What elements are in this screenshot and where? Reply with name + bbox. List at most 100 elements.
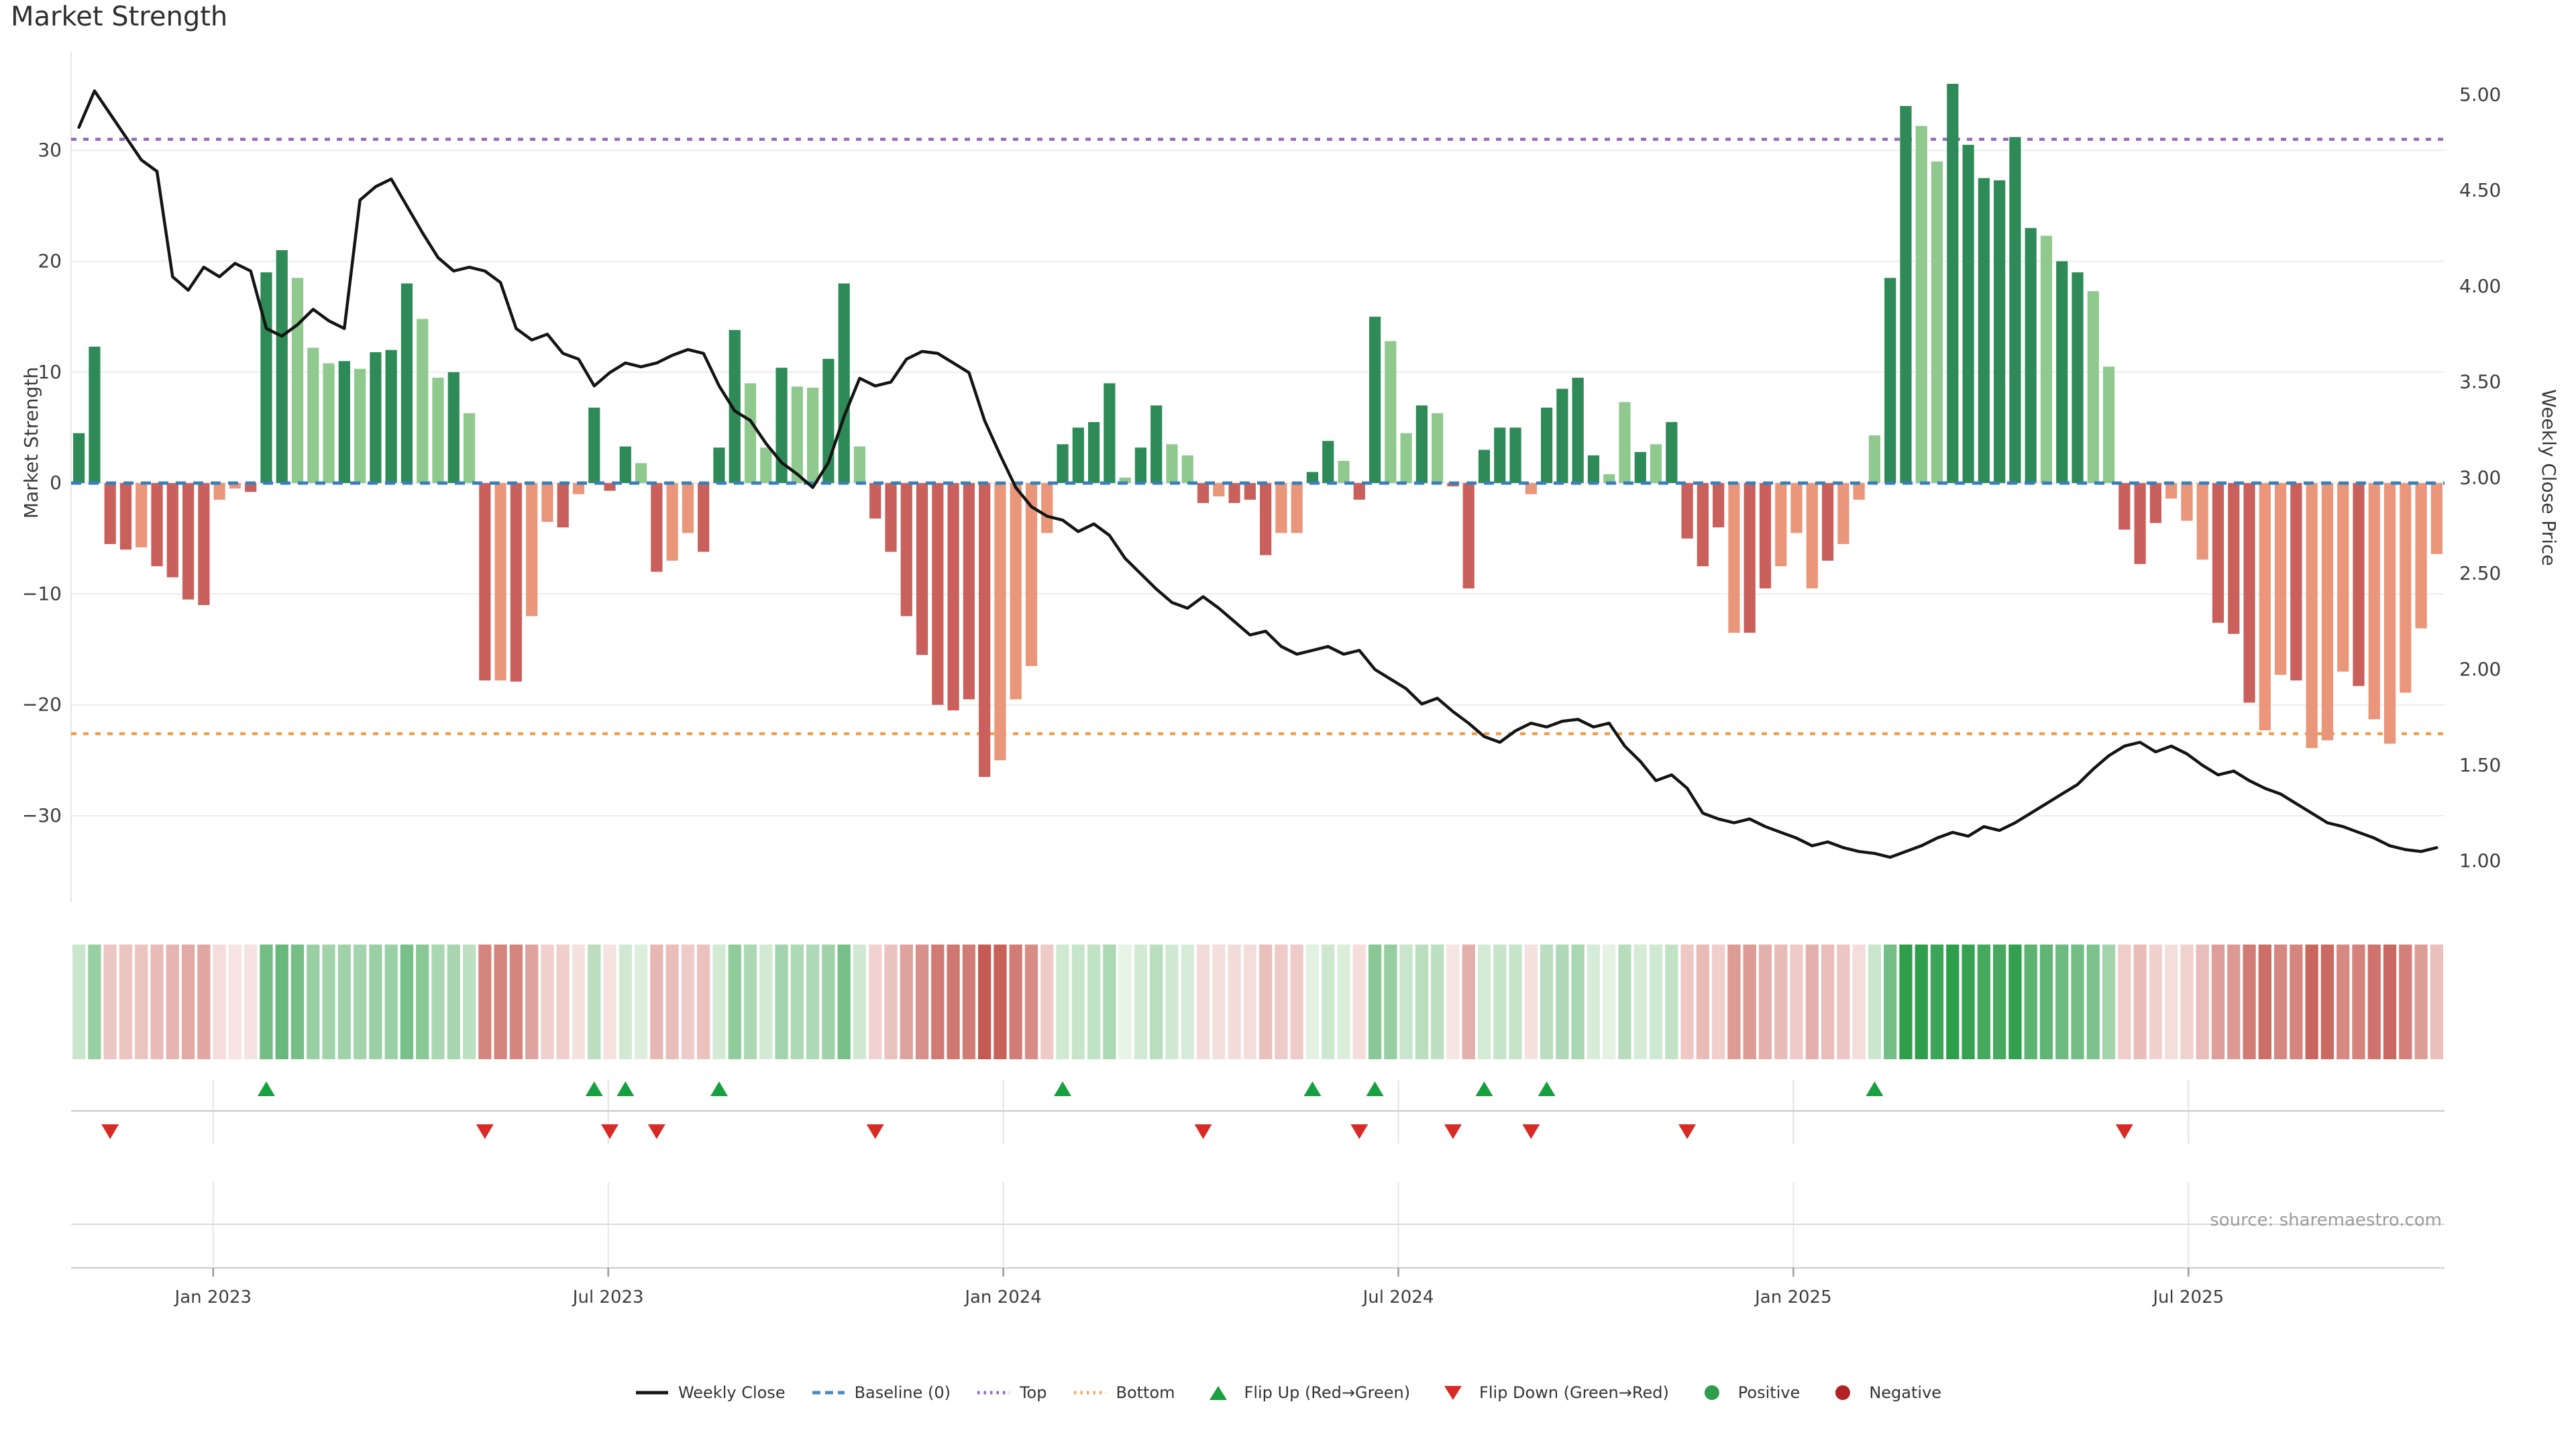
heatmap-cell (150, 945, 164, 1059)
strength-bar (2259, 483, 2271, 731)
strength-bar (2102, 366, 2115, 484)
strength-bar (1978, 178, 1990, 484)
strength-bar (1228, 483, 1240, 503)
strength-bar (2337, 483, 2349, 672)
heatmap-cell (2399, 945, 2412, 1059)
heatmap-cell (1087, 945, 1101, 1059)
heatmap-cell (853, 945, 867, 1059)
strength-bar (760, 447, 772, 484)
strength-bar (2025, 227, 2037, 484)
strength-bar (151, 483, 163, 567)
heatmap-cell (2180, 945, 2194, 1059)
strength-bar (2243, 483, 2255, 703)
strength-bar (370, 352, 382, 484)
legend-label: Positive (1737, 1383, 1801, 1402)
strength-bar (1743, 483, 1756, 633)
strength-bar (260, 272, 272, 484)
heatmap-cell (2414, 945, 2428, 1059)
x-tick-label: Jan 2024 (963, 1287, 1042, 1307)
strength-bar (2196, 483, 2208, 560)
strength-bar (947, 483, 959, 710)
strength-bar (2149, 483, 2162, 523)
heatmap-cell (322, 945, 335, 1059)
strength-bar (1650, 444, 1662, 484)
strength-bar (885, 483, 897, 552)
left-tick-label: −20 (22, 694, 62, 716)
heatmap-cell (822, 945, 835, 1059)
heatmap-cell (213, 945, 226, 1059)
right-tick-label: 5.00 (2459, 83, 2501, 105)
heatmap-cell (1305, 945, 1320, 1059)
heatmap-cell (2430, 945, 2443, 1059)
strength-bar (1666, 422, 1678, 484)
strength-bar (1775, 483, 1787, 567)
flip-down-marker (1444, 1124, 1462, 1139)
strength-bar (2009, 137, 2021, 484)
heatmap-cell (962, 945, 976, 1059)
heatmap-cell (1774, 945, 1788, 1059)
strength-bar (2165, 483, 2178, 499)
heatmap-cell (1868, 945, 1882, 1059)
flip-down-marker (647, 1124, 665, 1139)
source-attribution: source: sharemaestro.com (2210, 1210, 2442, 1230)
strength-bar (1338, 461, 1350, 484)
strength-bar (463, 413, 476, 484)
heatmap-cell (1930, 945, 1944, 1059)
heatmap-cell (2149, 945, 2163, 1059)
legend-flip-down-green-red-icon (1444, 1386, 1462, 1400)
heatmap-cell (1181, 945, 1194, 1059)
heatmap-cell (2258, 945, 2271, 1059)
heatmap-cell (2337, 945, 2350, 1059)
heatmap-cell (603, 945, 616, 1059)
heatmap-cell (1633, 945, 1647, 1059)
heatmap-cell (1352, 945, 1366, 1059)
strength-bar (1166, 444, 1178, 484)
heatmap-cell (1462, 945, 1475, 1059)
right-tick-label: 2.00 (2459, 658, 2501, 680)
strength-bar (916, 483, 928, 655)
legend-label: Negative (1869, 1383, 1942, 1402)
strength-bar (2306, 483, 2318, 749)
heatmap-cell (1477, 945, 1491, 1059)
strength-bar (651, 483, 663, 572)
heatmap-cell (103, 945, 117, 1059)
heatmap-cell (915, 945, 929, 1059)
strength-bar (1806, 483, 1818, 589)
flip-up-marker (710, 1081, 728, 1096)
heatmap-cell (337, 945, 351, 1059)
strength-bar (994, 483, 1006, 761)
strength-bar (2321, 483, 2334, 741)
heatmap-cell (634, 945, 648, 1059)
heatmap-cell (2367, 945, 2381, 1059)
heatmap-cell (2211, 945, 2225, 1059)
heatmap-cell (1837, 945, 1850, 1059)
legend-label: Top (1019, 1383, 1047, 1402)
strength-bar (182, 483, 195, 600)
heatmap-cell (1212, 945, 1226, 1059)
strength-bar (2415, 483, 2427, 629)
heatmap-cell (166, 945, 179, 1059)
heatmap-cell (728, 945, 741, 1059)
heatmap-cell (1415, 945, 1429, 1059)
strength-bar (166, 483, 178, 578)
legend-label: Bottom (1116, 1383, 1175, 1402)
heatmap-cell (588, 945, 601, 1059)
strength-bar (1181, 455, 1193, 484)
heatmap-cell (978, 945, 991, 1059)
heatmap-cell (2165, 945, 2178, 1059)
flip-up-marker (1475, 1081, 1493, 1096)
heatmap-cell (1290, 945, 1303, 1059)
strength-bar (1010, 483, 1022, 700)
strength-bar (1494, 427, 1506, 484)
strength-bar (2430, 483, 2443, 554)
heatmap-cell (400, 945, 414, 1059)
strength-bar (1619, 402, 1631, 484)
heatmap-cell (1992, 945, 2006, 1059)
heatmap-cell (1977, 945, 1990, 1059)
heatmap-cell (135, 945, 148, 1059)
page-title: Market Strength (11, 1, 228, 32)
strength-bar (604, 483, 616, 491)
strength-bar (682, 483, 694, 533)
strength-bar (1681, 483, 1693, 539)
heatmap-cell (1899, 945, 1913, 1059)
